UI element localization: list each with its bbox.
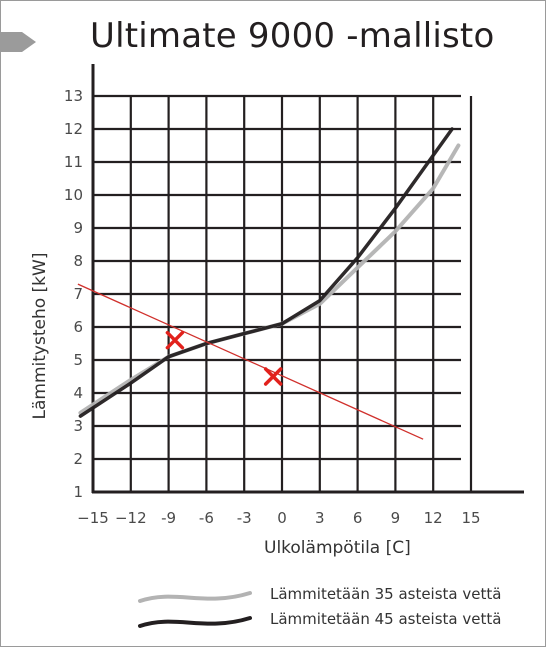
x-marker-stroke [165,330,185,350]
y-tick-label: 7 [73,285,83,303]
x-tick-label: −12 [115,509,147,527]
x-tick-label: -6 [199,509,214,527]
axes [91,64,524,494]
y-tick-label: 5 [73,351,83,369]
legend-swatch-45 [138,616,252,628]
annotations [77,283,424,440]
x-marker [165,330,185,350]
y-tick-label: 4 [73,384,83,402]
y-tick-label: 11 [64,153,83,171]
x-tick-label: 9 [391,509,401,527]
x-tick-labels: −15 −12 -9 -6 -3 0 3 6 9 12 15 [77,509,480,527]
x-tick-label: 0 [277,509,287,527]
y-tick-label: 6 [73,318,83,336]
x-axis-label: Ulkolämpötila [C] [264,538,411,558]
y-tick-label: 3 [73,417,83,435]
legend-label-45: Lämmitetään 45 asteista vettä [270,610,502,628]
chart-title: Ultimate 9000 -mallisto [90,16,495,56]
x-tick-label: -3 [237,509,252,527]
y-axis-label: Lämmitysteho [kW] [30,252,50,420]
legend-label-35: Lämmitetään 35 asteista vettä [270,585,502,603]
y-tick-label: 8 [73,252,83,270]
reference-line [77,283,424,440]
grid [93,94,473,492]
x-tick-label: −15 [77,509,109,527]
legend-swatches [138,591,252,628]
x-tick-label: 15 [461,509,480,527]
y-tick-label: 10 [64,186,83,204]
y-tick-label: 9 [73,219,83,237]
x-tick-label: 12 [424,509,443,527]
x-tick-label: -9 [161,509,176,527]
series-line-45 [78,127,454,418]
y-tick-label: 1 [73,483,83,501]
y-tick-label: 12 [64,120,83,138]
x-tick-label: 3 [315,509,325,527]
x-marker-stroke [263,367,283,386]
x-tick-label: 6 [353,509,363,527]
series-group [78,127,461,418]
x-marker [263,367,283,386]
y-tick-label: 2 [73,450,83,468]
title-pointer-icon [0,32,36,52]
legend-swatch-35 [138,591,252,603]
y-tick-label: 13 [64,87,83,105]
